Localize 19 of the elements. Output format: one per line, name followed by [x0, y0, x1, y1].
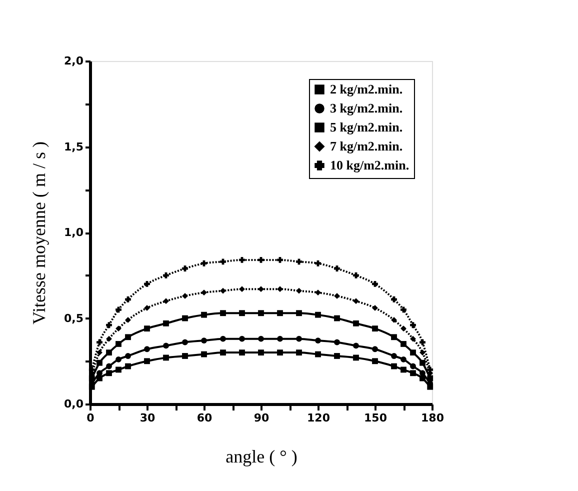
legend-label: 10 kg/m2.min.: [330, 158, 410, 172]
legend-label: 7 kg/m2.min.: [330, 138, 403, 154]
y-tick-label: 1,5: [64, 140, 84, 154]
x-tick-label: 90: [254, 412, 270, 424]
legend-label: 3 kg/m2.min.: [330, 100, 403, 116]
legend-label: 2 kg/m2.min.: [330, 82, 403, 96]
y-axis-title: Vitesse moyenne ( m / s ): [29, 142, 50, 324]
y-tick-label: 0,0: [64, 398, 84, 410]
y-tick-label: 2,0: [64, 54, 84, 68]
x-tick-label: 120: [307, 412, 330, 424]
x-tick-label: 60: [196, 412, 212, 424]
x-tick-label: 180: [421, 412, 444, 424]
x-tick-label: 0: [86, 412, 95, 424]
x-tick-label: 150: [364, 412, 388, 424]
x-tick-label: 30: [140, 412, 156, 424]
legend-label: 5 kg/m2.min.: [330, 120, 403, 134]
x-axis-title: angle ( ° ): [226, 446, 298, 466]
y-tick-label: 0,5: [64, 312, 84, 325]
y-tick-label: 1,0: [64, 226, 84, 239]
